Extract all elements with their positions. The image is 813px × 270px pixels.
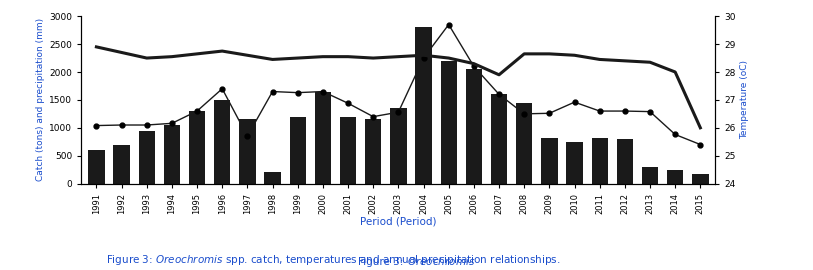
Bar	[641, 167, 659, 184]
Bar	[315, 92, 331, 184]
Bar	[264, 173, 280, 184]
Bar	[541, 137, 558, 184]
Bar	[365, 119, 381, 184]
Bar	[340, 117, 356, 184]
Y-axis label: Temperature (oC): Temperature (oC)	[740, 60, 749, 139]
Text: Figure 3:: Figure 3:	[358, 257, 406, 267]
Bar	[567, 142, 583, 184]
Bar	[415, 27, 432, 184]
Bar	[491, 94, 507, 184]
Bar	[239, 119, 255, 184]
Text: $\it{Oreochromis}$: $\it{Oreochromis}$	[406, 255, 475, 267]
Bar	[163, 125, 180, 184]
Text: Figure 3: $\it{Oreochromis}$ spp. catch, temperatures and annual precipitation r: Figure 3: $\it{Oreochromis}$ spp. catch,…	[106, 253, 560, 267]
Bar	[113, 144, 130, 184]
Bar	[667, 170, 684, 184]
Bar	[516, 103, 533, 184]
Bar	[89, 150, 105, 184]
Bar	[289, 117, 306, 184]
Bar	[390, 108, 406, 184]
Bar	[592, 137, 608, 184]
Bar	[214, 100, 230, 184]
Bar	[617, 139, 633, 184]
Bar	[692, 174, 708, 184]
Y-axis label: Catch (tons) and precipitation (mm): Catch (tons) and precipitation (mm)	[36, 18, 45, 181]
Bar	[138, 131, 155, 184]
X-axis label: Period (Period): Period (Period)	[360, 217, 437, 227]
Bar	[189, 111, 205, 184]
Bar	[441, 61, 457, 184]
Bar	[466, 69, 482, 184]
